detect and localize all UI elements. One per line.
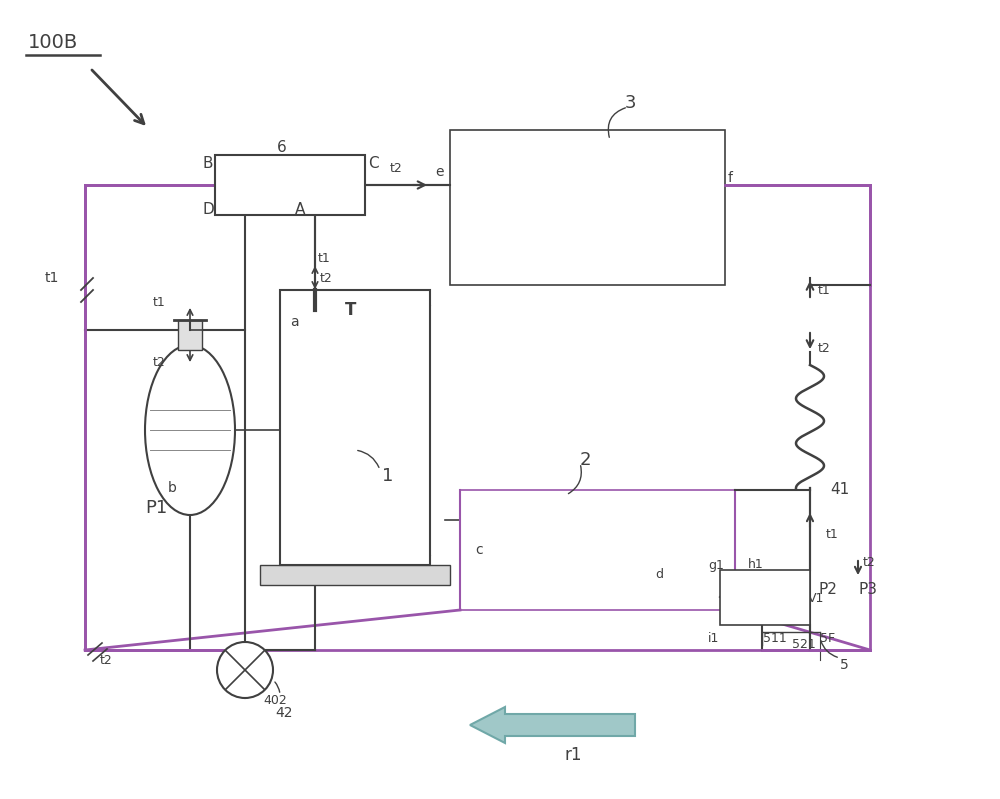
Text: t2: t2 (100, 654, 113, 666)
Text: c: c (475, 543, 483, 557)
Text: P1: P1 (145, 499, 167, 517)
Text: V1: V1 (808, 591, 824, 605)
Text: t2: t2 (390, 161, 403, 174)
Text: t1: t1 (826, 528, 839, 542)
Text: 5: 5 (840, 658, 849, 672)
Text: 41: 41 (830, 483, 849, 498)
Bar (460, 490, 735, 610)
Text: P2: P2 (818, 582, 837, 598)
Text: b: b (168, 481, 177, 495)
Text: 402: 402 (263, 694, 287, 706)
Text: D: D (203, 202, 215, 217)
Text: T: T (345, 301, 356, 319)
Text: r1: r1 (565, 746, 582, 764)
Text: i1: i1 (708, 631, 719, 645)
Bar (260, 565, 450, 585)
Text: 1: 1 (382, 467, 393, 485)
Text: a: a (290, 315, 299, 329)
Text: t1: t1 (153, 296, 166, 308)
Text: 511: 511 (763, 631, 787, 645)
Bar (215, 155, 365, 215)
Text: t1: t1 (818, 284, 831, 296)
Text: e: e (435, 165, 444, 179)
Text: f: f (728, 171, 733, 185)
Bar (280, 290, 430, 565)
Text: d: d (655, 569, 663, 582)
FancyArrow shape (470, 707, 635, 743)
Bar (450, 130, 725, 285)
Text: 3: 3 (625, 94, 637, 112)
Text: 521: 521 (792, 638, 816, 651)
Text: 100B: 100B (28, 33, 78, 51)
Text: B: B (203, 156, 214, 170)
Text: C: C (368, 156, 379, 170)
Text: t2: t2 (863, 555, 876, 569)
Circle shape (217, 642, 273, 698)
Text: 2: 2 (580, 451, 592, 469)
Text: 5F: 5F (820, 631, 835, 645)
Text: 6: 6 (277, 141, 287, 156)
Text: A: A (295, 202, 305, 217)
Text: t1: t1 (318, 252, 331, 264)
Ellipse shape (145, 345, 235, 515)
Text: t2: t2 (320, 272, 333, 284)
Text: P3: P3 (858, 582, 877, 598)
Text: t1: t1 (45, 271, 59, 285)
Text: h1: h1 (748, 559, 764, 571)
Text: t2: t2 (153, 356, 166, 368)
Text: 42: 42 (275, 706, 292, 720)
Bar (720, 570, 810, 625)
Bar (178, 320, 202, 350)
Text: g1: g1 (708, 559, 724, 571)
Text: t2: t2 (818, 341, 831, 355)
